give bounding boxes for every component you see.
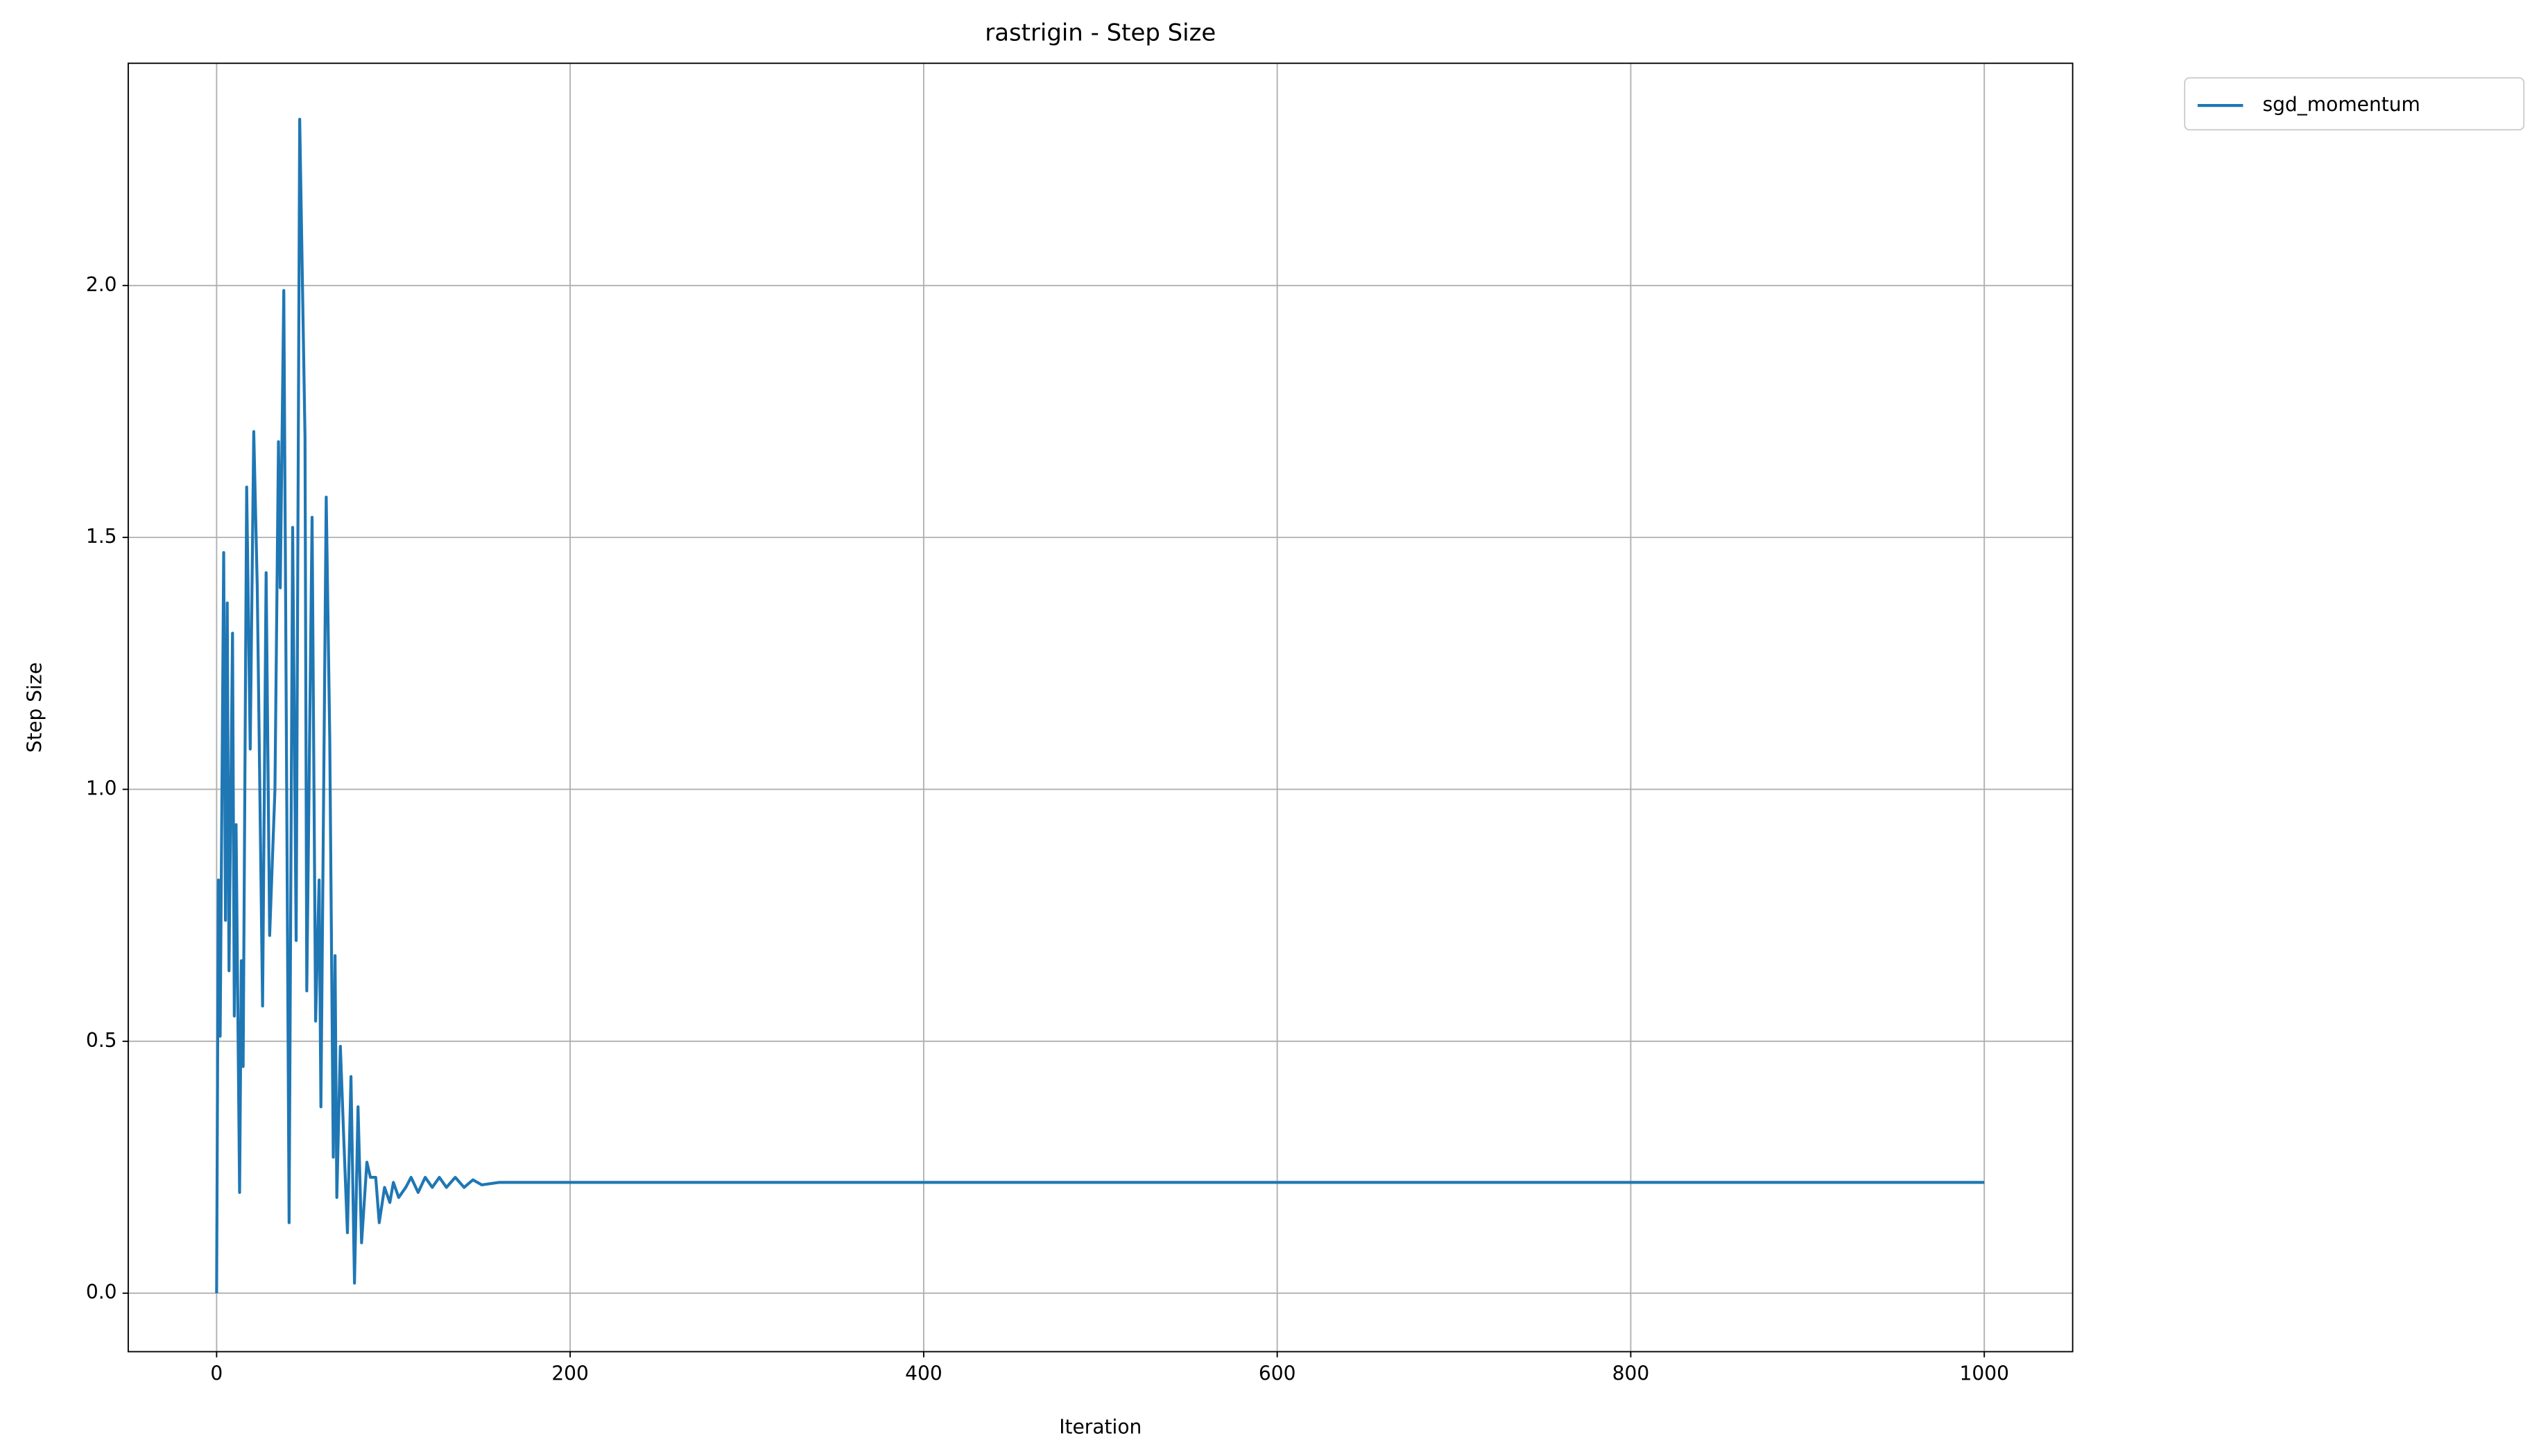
- legend-label: sgd_momentum: [2262, 93, 2420, 116]
- x-axis-label: Iteration: [1059, 1416, 1142, 1439]
- x-tick-label: 0: [210, 1362, 223, 1385]
- y-tick-label: 0.0: [86, 1281, 117, 1303]
- x-tick-label: 400: [905, 1362, 942, 1385]
- plot-frame: [127, 62, 2074, 1353]
- y-tick-label: 1.0: [86, 777, 117, 799]
- y-tick-label: 0.5: [86, 1029, 117, 1052]
- x-tick-label: 1000: [1959, 1362, 2008, 1385]
- data-line: [215, 117, 1985, 1294]
- y-axis-label: Step Size: [24, 662, 46, 753]
- y-tick-label: 2.0: [86, 273, 117, 296]
- x-tick-label: 800: [1612, 1362, 1650, 1385]
- legend-box: [2184, 77, 2525, 131]
- x-tick-label: 600: [1259, 1362, 1296, 1385]
- chart-title: rastrigin - Step Size: [985, 20, 1216, 47]
- x-tick-label: 200: [551, 1362, 589, 1385]
- y-tick-label: 1.5: [86, 525, 117, 548]
